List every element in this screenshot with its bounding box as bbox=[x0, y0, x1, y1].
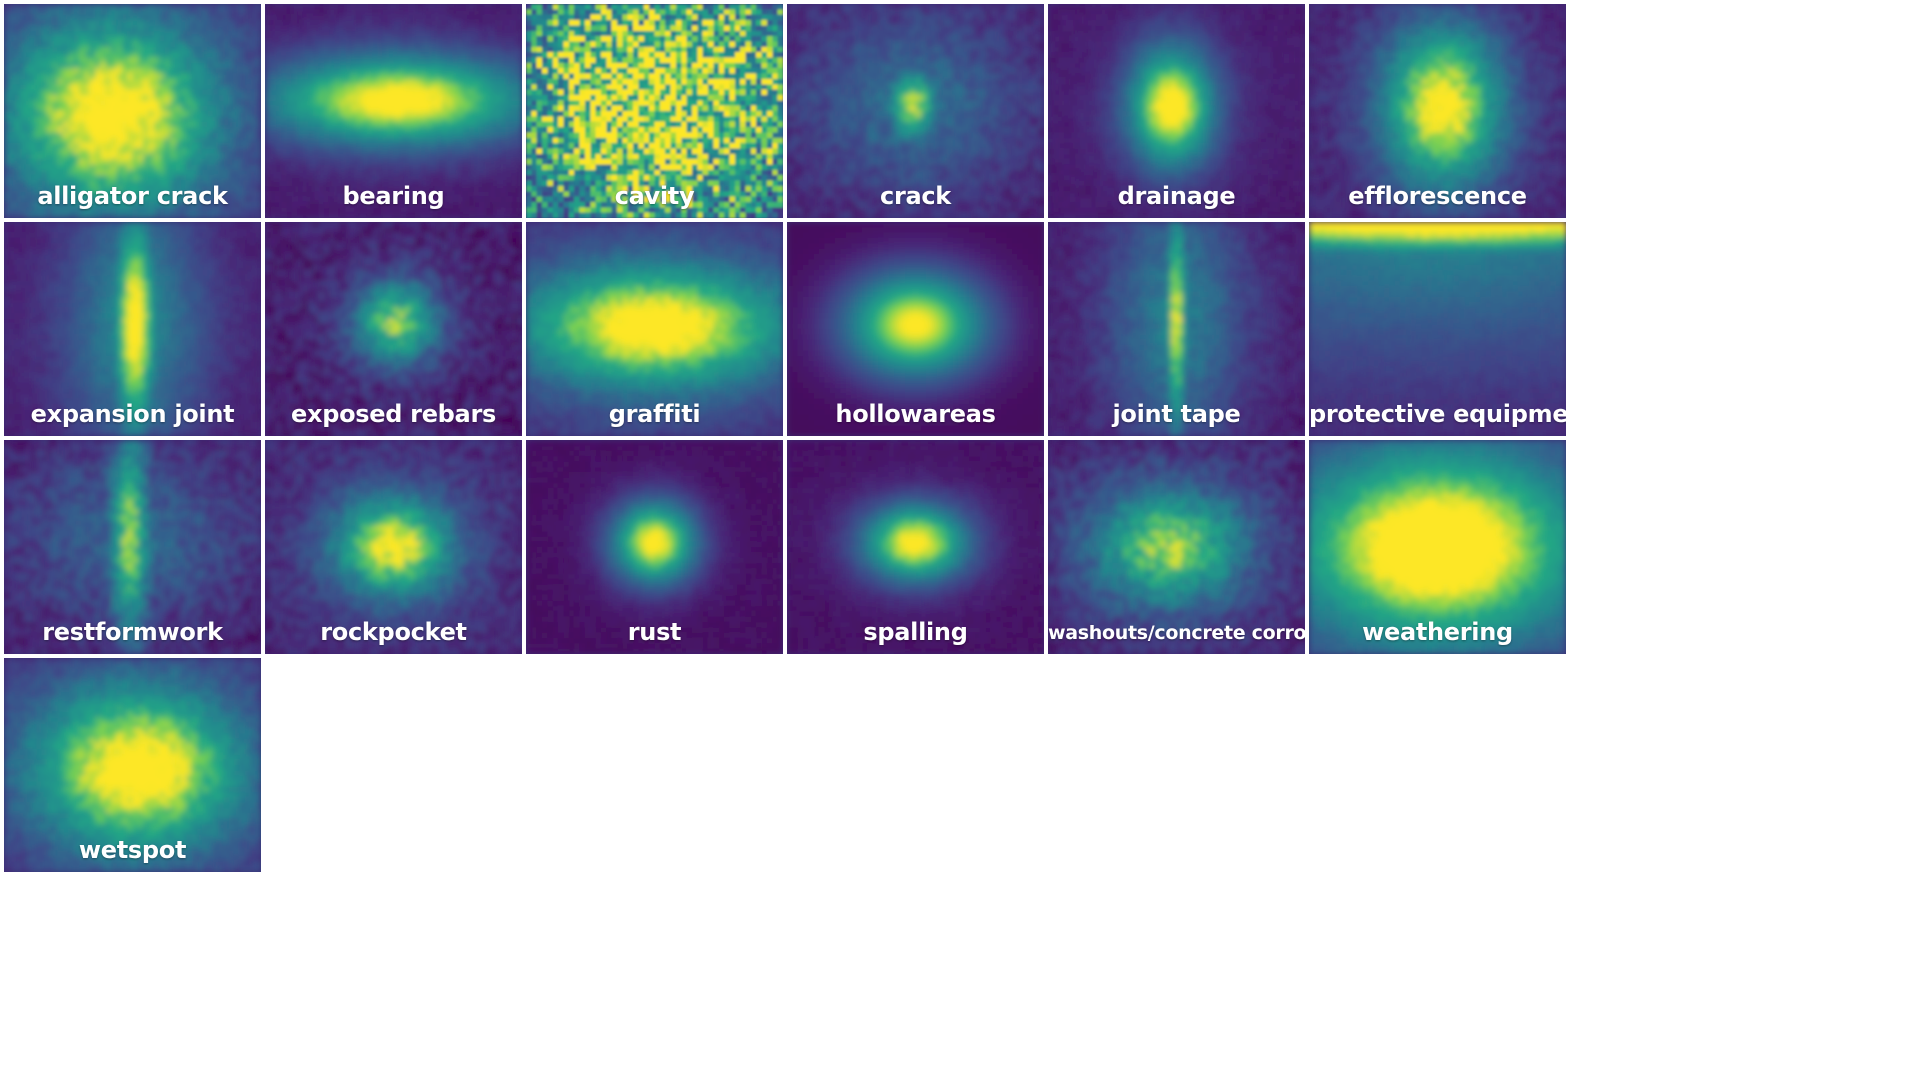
heatmap-image bbox=[787, 440, 1044, 654]
heatmap-panel: drainage bbox=[1048, 4, 1305, 218]
heatmap-panel: restformwork bbox=[4, 440, 261, 654]
panel-label: graffiti bbox=[526, 400, 783, 428]
panel-label: efflorescence bbox=[1309, 182, 1566, 210]
panel-label: weathering bbox=[1309, 618, 1566, 646]
heatmap-panel: hollowareas bbox=[787, 222, 1044, 436]
heatmap-image bbox=[526, 440, 783, 654]
heatmap-image bbox=[4, 222, 261, 436]
heatmap-panel: alligator crack bbox=[4, 4, 261, 218]
heatmap-panel: washouts/concrete corrosion bbox=[1048, 440, 1305, 654]
panel-label: rust bbox=[526, 618, 783, 646]
panel-label: alligator crack bbox=[4, 182, 261, 210]
panel-label: rockpocket bbox=[265, 618, 522, 646]
panel-label: washouts/concrete corrosion bbox=[1048, 622, 1305, 644]
panel-label: hollowareas bbox=[787, 400, 1044, 428]
heatmap-panel: protective equipment bbox=[1309, 222, 1566, 436]
heatmap-image bbox=[4, 658, 261, 872]
heatmap-image bbox=[1309, 440, 1566, 654]
heatmap-image bbox=[1048, 222, 1305, 436]
panel-label: drainage bbox=[1048, 182, 1305, 210]
heatmap-panel: rust bbox=[526, 440, 783, 654]
panel-label: exposed rebars bbox=[265, 400, 522, 428]
panel-label: expansion joint bbox=[4, 400, 261, 428]
panel-label: joint tape bbox=[1048, 400, 1305, 428]
heatmap-image bbox=[787, 222, 1044, 436]
heatmap-image bbox=[526, 222, 783, 436]
heatmap-image bbox=[4, 440, 261, 654]
heatmap-panel: exposed rebars bbox=[265, 222, 522, 436]
heatmap-panel: rockpocket bbox=[265, 440, 522, 654]
heatmap-image bbox=[4, 4, 261, 218]
panel-label: protective equipment bbox=[1309, 400, 1566, 428]
panel-label: cavity bbox=[526, 182, 783, 210]
panel-label: crack bbox=[787, 182, 1044, 210]
heatmap-panel: joint tape bbox=[1048, 222, 1305, 436]
heatmap-image bbox=[1309, 4, 1566, 218]
heatmap-image bbox=[1309, 222, 1566, 436]
panel-label: spalling bbox=[787, 618, 1044, 646]
heatmap-panel: crack bbox=[787, 4, 1044, 218]
heatmap-image bbox=[1048, 4, 1305, 218]
heatmap-image bbox=[1048, 440, 1305, 654]
heatmap-image bbox=[526, 4, 783, 218]
heatmap-panel: cavity bbox=[526, 4, 783, 218]
heatmap-image bbox=[265, 222, 522, 436]
heatmap-image bbox=[265, 440, 522, 654]
heatmap-panel: graffiti bbox=[526, 222, 783, 436]
heatmap-panel: efflorescence bbox=[1309, 4, 1566, 218]
panel-label: wetspot bbox=[4, 836, 261, 864]
heatmap-image bbox=[265, 4, 522, 218]
heatmap-image bbox=[787, 4, 1044, 218]
heatmap-panel: expansion joint bbox=[4, 222, 261, 436]
heatmap-panel: wetspot bbox=[4, 658, 261, 872]
panel-label: bearing bbox=[265, 182, 522, 210]
panel-label: restformwork bbox=[4, 618, 261, 646]
heatmap-panel: spalling bbox=[787, 440, 1044, 654]
heatmap-panel: bearing bbox=[265, 4, 522, 218]
heatmap-panel: weathering bbox=[1309, 440, 1566, 654]
